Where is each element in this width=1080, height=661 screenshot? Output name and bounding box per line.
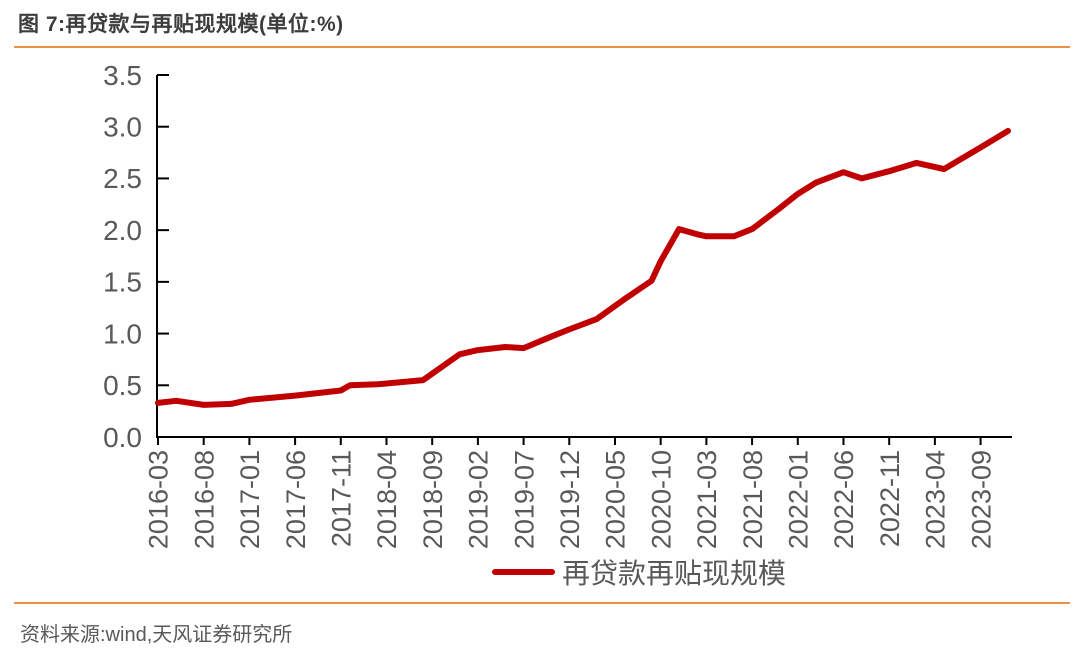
x-axis-label: 2022-06: [829, 450, 859, 549]
chart-legend: 再贷款再贴现规模: [492, 552, 786, 592]
top-divider: [14, 46, 1070, 48]
y-axis-label: 3.5: [103, 60, 142, 91]
x-axis-label: 2018-09: [418, 450, 448, 549]
x-axis-label: 2019-12: [555, 450, 585, 549]
x-axis-label: 2017-06: [281, 450, 311, 549]
x-axis-label: 2019-02: [464, 450, 494, 549]
x-axis-label: 2017-01: [235, 450, 265, 549]
bottom-divider: [14, 602, 1070, 604]
x-axis-label: 2022-01: [784, 450, 814, 549]
x-axis-label: 2017-11: [327, 450, 357, 547]
y-axis-label: 2.0: [103, 215, 142, 246]
y-axis-label: 0.5: [103, 370, 142, 401]
x-axis-label: 2022-11: [875, 450, 905, 547]
y-axis-label: 0.0: [103, 422, 142, 453]
y-axis-label: 1.0: [103, 318, 142, 349]
legend-line-swatch: [492, 569, 555, 575]
axis-lines: [156, 75, 1012, 438]
x-axis-label: 2023-04: [921, 450, 951, 549]
x-axis-label: 2021-08: [738, 450, 768, 549]
x-axis-label: 2023-09: [966, 450, 996, 549]
series-line: [155, 127, 1011, 408]
y-axis-label: 1.5: [103, 267, 142, 298]
x-axis-label: 2019-07: [509, 450, 539, 549]
legend-series-label: 再贷款再贴现规模: [562, 558, 787, 589]
x-axis-label: 2016-08: [189, 450, 219, 549]
y-axis-label: 2.5: [103, 163, 142, 194]
x-axis-label: 2021-03: [692, 450, 722, 549]
source-note: 资料来源:wind,天风证券研究所: [20, 624, 293, 646]
x-axis-label: 2020-05: [601, 450, 631, 549]
x-axis-label: 2016-03: [144, 450, 174, 549]
figure-title: 图 7:再贷款与再贴现规模(单位:%): [18, 13, 344, 36]
y-axis-label: 3.0: [103, 112, 142, 143]
x-axis-label: 2018-04: [372, 450, 402, 549]
x-axis-label: 2020-10: [646, 450, 676, 549]
